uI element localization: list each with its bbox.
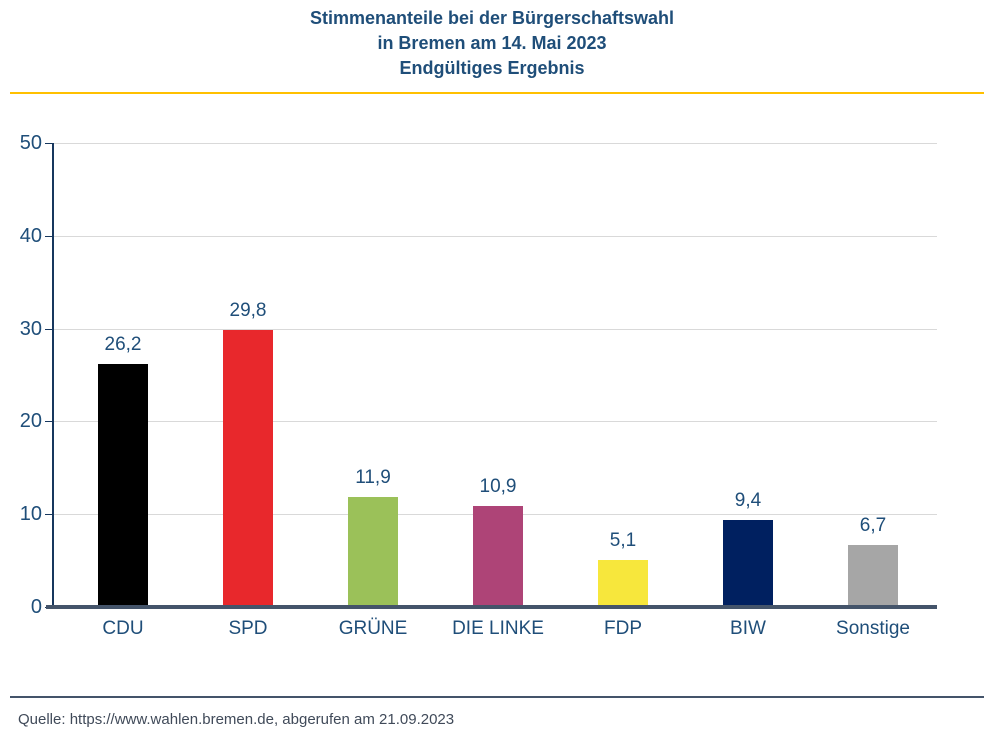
value-label-spd: 29,8 xyxy=(229,300,267,321)
bar-fdp xyxy=(598,560,648,607)
source-note: Quelle: https://www.wahlen.bremen.de, ab… xyxy=(18,711,455,728)
value-label-cdu: 26,2 xyxy=(104,334,142,355)
y-axis-label-10: 10 xyxy=(19,503,42,525)
bar-sonstige xyxy=(848,545,898,607)
chart-title-line-1: Stimmenanteile bei der Bürgerschaftswahl xyxy=(309,8,675,28)
y-axis-label-0: 0 xyxy=(30,596,42,618)
y-axis-tick-50 xyxy=(45,143,52,144)
bar-cdu xyxy=(98,364,148,607)
y-axis-tick-10 xyxy=(45,514,52,515)
value-label-sonstige: 6,7 xyxy=(859,515,887,536)
category-label-die-linke: DIE LINKE xyxy=(452,618,544,639)
gridline-40 xyxy=(52,236,937,237)
value-label-biw: 9,4 xyxy=(734,490,762,511)
category-label-cdu: CDU xyxy=(102,618,144,639)
chart-title-line-3: Endgültiges Ergebnis xyxy=(399,58,585,78)
category-label-fdp: FDP xyxy=(604,618,642,639)
footer-divider-line xyxy=(10,696,984,698)
chart-title-line-2: in Bremen am 14. Mai 2023 xyxy=(377,33,607,53)
value-label-die-linke: 10,9 xyxy=(479,476,517,497)
category-label-biw: BIW xyxy=(730,618,766,639)
bar-biw xyxy=(723,520,773,607)
gridline-20 xyxy=(52,421,937,422)
y-axis-label-20: 20 xyxy=(19,410,42,432)
y-axis-tick-30 xyxy=(45,329,52,330)
gridline-50 xyxy=(52,143,937,144)
y-axis-label-40: 40 xyxy=(19,225,42,247)
category-label-sonstige: Sonstige xyxy=(836,618,910,639)
y-axis-label-30: 30 xyxy=(19,318,42,340)
chart-title: Stimmenanteile bei der Bürgerschaftswahl… xyxy=(0,6,984,81)
category-label-spd: SPD xyxy=(228,618,268,639)
title-divider-line xyxy=(10,92,984,94)
y-axis-label-50: 50 xyxy=(19,132,42,154)
gridline-30 xyxy=(52,329,937,330)
value-label-gr-ne: 11,9 xyxy=(355,467,391,488)
bar-spd xyxy=(223,330,273,607)
value-label-fdp: 5,1 xyxy=(609,530,637,551)
y-axis-tick-40 xyxy=(45,236,52,237)
y-axis-line xyxy=(52,143,54,609)
bar-die-linke xyxy=(473,506,523,607)
y-axis-tick-20 xyxy=(45,421,52,422)
x-axis-line xyxy=(46,605,937,609)
category-label-gr-ne: GRÜNE xyxy=(338,618,408,639)
bar-gr-ne xyxy=(348,497,398,607)
